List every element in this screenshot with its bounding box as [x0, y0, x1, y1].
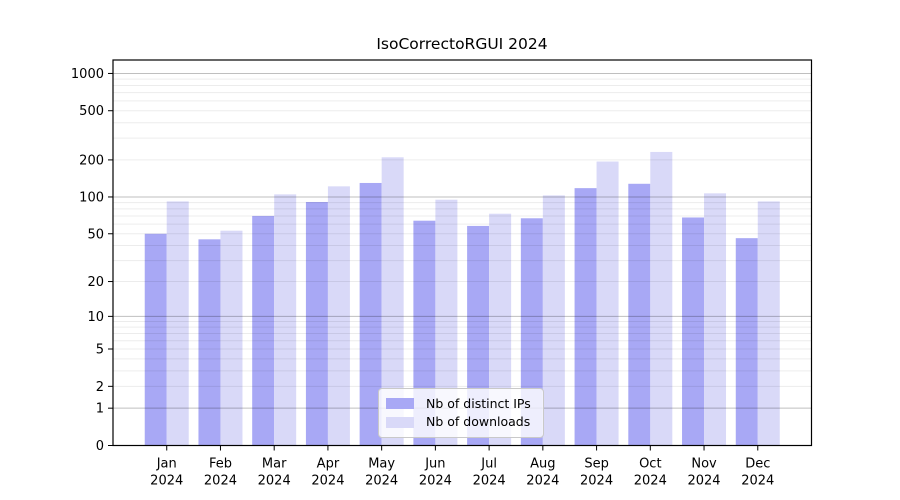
x-tick-label: Oct 2024	[634, 457, 667, 489]
bar-dec-downloads	[757, 201, 780, 446]
x-tick-label-year: 2024	[365, 474, 398, 489]
x-tick-label: Jul 2024	[473, 457, 506, 489]
bar-jul-downloads	[489, 213, 512, 446]
bar-mar-ips	[252, 215, 275, 446]
x-tick-label-month: May	[368, 457, 395, 472]
x-tick-label-month: Feb	[209, 457, 232, 472]
x-tick-label-year: 2024	[204, 474, 237, 489]
y-tick-label: 50	[87, 227, 104, 242]
legend-entry-downloads: Nb of downloads	[386, 414, 535, 429]
y-tick-label: 5	[96, 343, 104, 358]
legend-entry-distinct-ips: Nb of distinct IPs	[386, 395, 535, 411]
x-tick-label-year: 2024	[473, 474, 506, 489]
bar-mar-downloads	[274, 194, 297, 446]
x-tick-label: Nov 2024	[687, 457, 720, 489]
plot-border	[112, 59, 813, 447]
bar-oct-ips	[628, 183, 651, 446]
bar-may-downloads	[381, 157, 404, 446]
x-tick-label-year: 2024	[580, 474, 613, 489]
x-tick-label-year: 2024	[634, 474, 667, 489]
x-tick-label-year: 2024	[419, 474, 452, 489]
bar-jun-downloads	[435, 199, 458, 446]
x-tick-label-month: Aug	[530, 457, 555, 472]
y-tick-label: 20	[87, 275, 104, 290]
legend-swatch-distinct-ips	[386, 398, 414, 410]
x-tick-label-year: 2024	[150, 474, 183, 489]
x-tick-label-year: 2024	[311, 474, 344, 489]
y-tick-label: 200	[79, 153, 104, 168]
x-tick-label-month: Mar	[262, 457, 287, 472]
x-tick-label-year: 2024	[687, 474, 720, 489]
x-tick-label-month: Sep	[584, 457, 609, 472]
y-tick-label: 10	[87, 310, 104, 325]
bar-nov-ips	[682, 217, 705, 446]
x-tick-label: Mar 2024	[258, 457, 291, 489]
bar-apr-downloads	[327, 186, 350, 446]
bar-nov-downloads	[704, 193, 727, 446]
legend-label-distinct-ips: Nb of distinct IPs	[426, 395, 531, 411]
x-tick-label-month: Apr	[317, 457, 340, 472]
y-tick-label: 500	[79, 104, 104, 119]
chart-title: IsoCorrectoRGUI 2024	[376, 35, 548, 53]
x-tick-label: Feb 2024	[204, 457, 237, 489]
x-tick-label: Dec 2024	[741, 457, 774, 489]
legend-swatch-downloads	[386, 416, 414, 428]
bar-feb-ips	[198, 239, 221, 446]
bar-may-ips	[359, 182, 382, 446]
bar-feb-downloads	[220, 230, 243, 446]
y-tick-label: 1	[96, 402, 104, 417]
y-tick-label: 2	[96, 380, 104, 395]
x-tick-label-year: 2024	[526, 474, 559, 489]
x-tick-label-year: 2024	[741, 474, 774, 489]
x-tick-label-month: Nov	[691, 457, 717, 472]
x-tick-label-year: 2024	[258, 474, 291, 489]
bar-sep-ips	[574, 188, 597, 446]
x-tick-label: Sep 2024	[580, 457, 613, 489]
bar-jan-ips	[144, 233, 167, 446]
x-tick-label-month: Jul	[480, 457, 497, 472]
x-tick-label-month: Jan	[156, 457, 177, 472]
bar-oct-downloads	[650, 151, 673, 446]
legend-label-downloads: Nb of downloads	[426, 414, 531, 429]
x-tick-label: May 2024	[365, 457, 398, 489]
x-tick-label: Aug 2024	[526, 457, 559, 489]
bar-jan-downloads	[166, 201, 189, 446]
x-tick-label-month: Jun	[424, 457, 445, 472]
y-tick-label: 100	[79, 190, 104, 205]
x-tick-label: Jun 2024	[419, 457, 452, 489]
bar-aug-downloads	[542, 195, 565, 446]
series-downloads	[166, 151, 780, 446]
x-tick-label-month: Oct	[639, 457, 661, 472]
legend: Nb of distinct IPs Nb of downloads	[378, 388, 544, 438]
x-tick-label: Apr 2024	[311, 457, 344, 489]
x-tick-label: Jan 2024	[150, 457, 183, 489]
gridlines	[113, 72, 812, 409]
y-tick-label: 0	[96, 439, 104, 454]
x-tick-label-month: Dec	[745, 457, 770, 472]
bar-sep-downloads	[596, 161, 619, 446]
y-tick-label: 1000	[71, 67, 104, 82]
bar-apr-ips	[305, 201, 328, 446]
bar-dec-ips	[735, 238, 758, 446]
